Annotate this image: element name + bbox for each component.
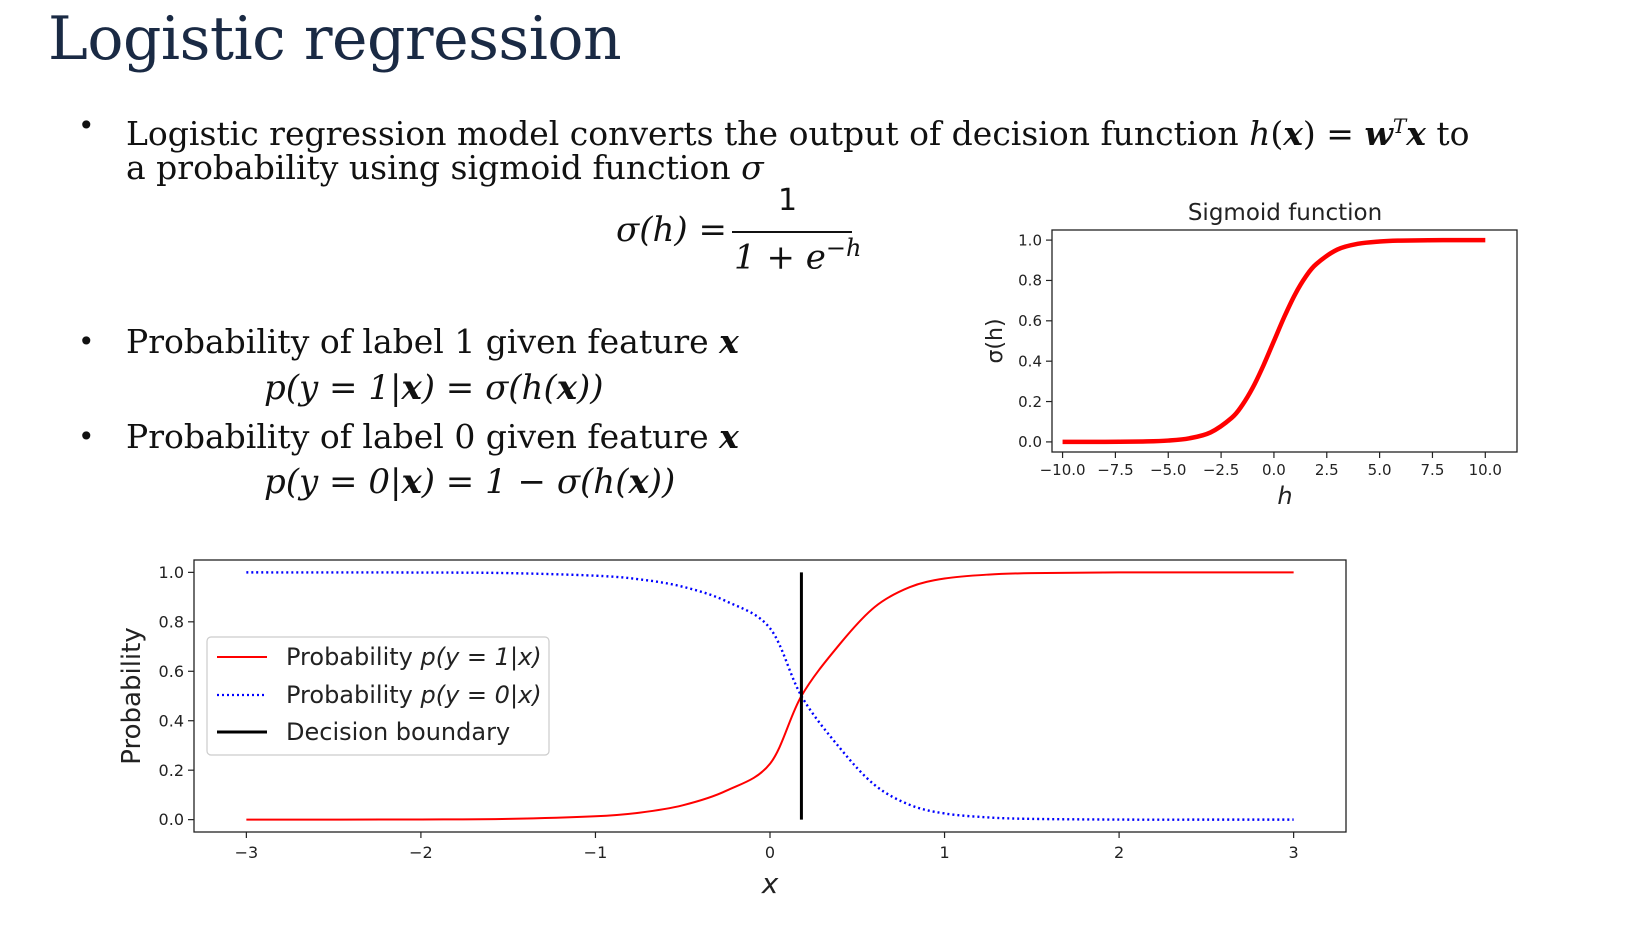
y-tick-label: 1.0	[1018, 231, 1042, 249]
x-tick-label: −2	[409, 843, 433, 862]
series-line-0	[246, 571, 1294, 821]
sigmoid-formula-lhs: σ(h) =	[616, 210, 727, 250]
series-line-1	[246, 571, 1294, 821]
x-tick-label: 0.0	[1262, 461, 1286, 479]
x-tick-label: −1	[584, 843, 608, 862]
y-tick-label: 0.2	[159, 761, 184, 780]
x-tick-label: −3	[235, 843, 259, 862]
x-tick-label: 2	[1114, 843, 1124, 862]
legend-label-boundary: Decision boundary	[286, 718, 510, 746]
x-ticks: −10.0 −7.5 −5.0 −2.5 0.0 2.5 5.0 7.5 10.0	[1040, 452, 1502, 479]
p-label-1-formula: p(y = 1|x) = σ(h(x))	[264, 368, 604, 408]
x-tick-label: 7.5	[1421, 461, 1445, 479]
bullet-dot: •	[78, 325, 95, 358]
series-group	[1062, 237, 1486, 445]
x-tick-label: −7.5	[1097, 461, 1133, 479]
bullet-label-0: • Probability of label 0 given feature x	[78, 415, 878, 459]
y-axis-label: σ(h)	[983, 318, 1008, 363]
x-ticks: −3 −2 −1 0 1 2 3	[235, 832, 1299, 862]
slide-title: Logistic regression	[48, 4, 622, 74]
x-tick-label: 2.5	[1315, 461, 1339, 479]
x-tick-label: 1	[939, 843, 949, 862]
y-tick-label: 1.0	[159, 563, 184, 582]
probability-chart: −3 −2 −1 0 1 2 3 0.0 0.2 0.4 0.6 0.8 1.0 Probabilit…	[117, 559, 1347, 900]
y-tick-label: 0.4	[1018, 352, 1042, 370]
bullet-text-line2: a probability using sigmoid function σ	[126, 148, 764, 187]
bullet-decision-function: • Logistic regression model converts the…	[78, 104, 1478, 194]
y-tick-label: 0.8	[159, 612, 184, 631]
legend-label-p1: Probability p(y = 1|x)	[286, 643, 542, 671]
plot-frame	[1051, 229, 1518, 453]
x-tick-label: −2.5	[1203, 461, 1239, 479]
bullet-text: Probability of label 1 given feature x	[126, 322, 739, 361]
bullet-text-line1: Logistic regression model converts the o…	[126, 114, 1470, 153]
y-tick-label: 0.6	[159, 662, 184, 681]
sigmoid-formula-numerator: 1	[778, 183, 798, 218]
x-tick-label: 0	[765, 843, 775, 862]
chart-title: Sigmoid function	[1188, 200, 1382, 226]
bullet-dot: •	[78, 109, 95, 142]
x-tick-label: 10.0	[1469, 461, 1502, 479]
sigmoid-chart: Sigmoid function −10.0 −7.5 −5.0 −2.5 0.0 2.5…	[983, 200, 1518, 510]
x-axis-label: x	[761, 867, 779, 900]
y-axis-label: Probability	[117, 627, 147, 764]
y-tick-label: 0.0	[159, 810, 184, 829]
series-line-0	[1062, 237, 1486, 445]
legend: Probability p(y = 1|x) Probability p(y =…	[206, 636, 550, 756]
y-tick-label: 0.8	[1018, 272, 1042, 290]
y-ticks: 0.0 0.2 0.4 0.6 0.8 1.0	[1018, 231, 1052, 451]
y-tick-label: 0.0	[1018, 433, 1042, 451]
legend-frame	[206, 636, 550, 756]
x-tick-label: −10.0	[1040, 461, 1086, 479]
bullet-dot: •	[78, 420, 95, 453]
series-group	[246, 571, 1294, 821]
y-tick-label: 0.6	[1018, 312, 1042, 330]
legend-label-p0: Probability p(y = 0|x)	[286, 681, 542, 709]
fraction-bar	[732, 231, 852, 233]
sigmoid-formula-denominator: 1 + e−h	[734, 234, 862, 278]
y-tick-label: 0.4	[159, 711, 184, 730]
x-axis-label: h	[1277, 482, 1292, 510]
bullet-text: Probability of label 0 given feature x	[126, 417, 739, 456]
bullet-label-1: • Probability of label 1 given feature x	[78, 320, 878, 364]
x-tick-label: −5.0	[1150, 461, 1186, 479]
x-tick-label: 3	[1289, 843, 1299, 862]
y-ticks: 0.0 0.2 0.4 0.6 0.8 1.0	[159, 563, 194, 829]
x-tick-label: 5.0	[1368, 461, 1392, 479]
p-label-0-formula: p(y = 0|x) = 1 − σ(h(x))	[264, 462, 676, 502]
y-tick-label: 0.2	[1018, 393, 1042, 411]
